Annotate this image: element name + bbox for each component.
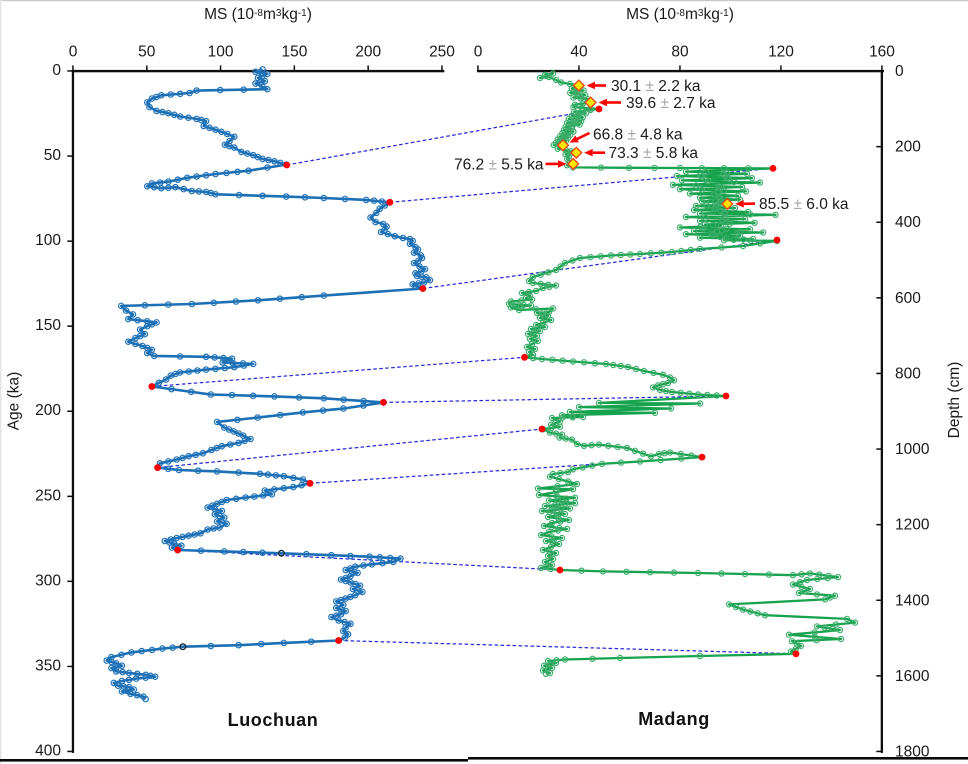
svg-text:1400: 1400	[895, 592, 930, 609]
svg-text:MS (10-8m3kg-1): MS (10-8m3kg-1)	[626, 6, 734, 23]
svg-text:100: 100	[208, 44, 234, 61]
svg-text:80: 80	[671, 44, 689, 61]
svg-text:40: 40	[570, 44, 588, 61]
svg-text:350: 350	[35, 657, 61, 674]
svg-text:MS (10-8m3kg-1): MS (10-8m3kg-1)	[204, 6, 312, 23]
svg-text:400: 400	[895, 214, 921, 231]
svg-text:30.1 ± 2.2 ka: 30.1 ± 2.2 ka	[611, 78, 701, 95]
svg-text:1000: 1000	[895, 441, 930, 458]
svg-text:50: 50	[138, 44, 156, 61]
svg-text:Madang: Madang	[638, 709, 710, 729]
svg-text:1600: 1600	[895, 668, 930, 685]
svg-text:66.8 ± 4.8 ka: 66.8 ± 4.8 ka	[593, 127, 683, 144]
svg-text:160: 160	[869, 44, 895, 61]
svg-text:150: 150	[281, 44, 307, 61]
svg-text:200: 200	[355, 44, 381, 61]
svg-text:85.5 ± 6.0 ka: 85.5 ± 6.0 ka	[759, 196, 849, 213]
svg-text:400: 400	[35, 743, 61, 760]
svg-text:0: 0	[52, 62, 61, 79]
svg-text:120: 120	[768, 44, 794, 61]
svg-text:300: 300	[35, 572, 61, 589]
svg-text:1200: 1200	[895, 517, 930, 534]
svg-text:0: 0	[69, 44, 78, 61]
svg-text:Age (ka): Age (ka)	[6, 372, 23, 431]
svg-text:250: 250	[35, 487, 61, 504]
svg-text:600: 600	[895, 290, 921, 307]
svg-text:1800: 1800	[895, 744, 930, 761]
svg-text:100: 100	[35, 232, 61, 249]
svg-text:800: 800	[895, 365, 921, 382]
svg-text:73.3 ± 5.8 ka: 73.3 ± 5.8 ka	[609, 145, 699, 162]
svg-text:200: 200	[35, 402, 61, 419]
svg-text:76.2 ± 5.5 ka: 76.2 ± 5.5 ka	[454, 156, 544, 173]
svg-text:0: 0	[895, 63, 904, 80]
svg-text:50: 50	[44, 147, 62, 164]
svg-text:0: 0	[474, 44, 483, 61]
svg-text:Luochuan: Luochuan	[228, 710, 319, 730]
svg-text:200: 200	[895, 139, 921, 156]
svg-text:250: 250	[429, 44, 455, 61]
svg-text:39.6 ± 2.7 ka: 39.6 ± 2.7 ka	[626, 95, 716, 112]
svg-text:Depth (cm): Depth (cm)	[946, 362, 963, 439]
svg-text:150: 150	[35, 317, 61, 334]
